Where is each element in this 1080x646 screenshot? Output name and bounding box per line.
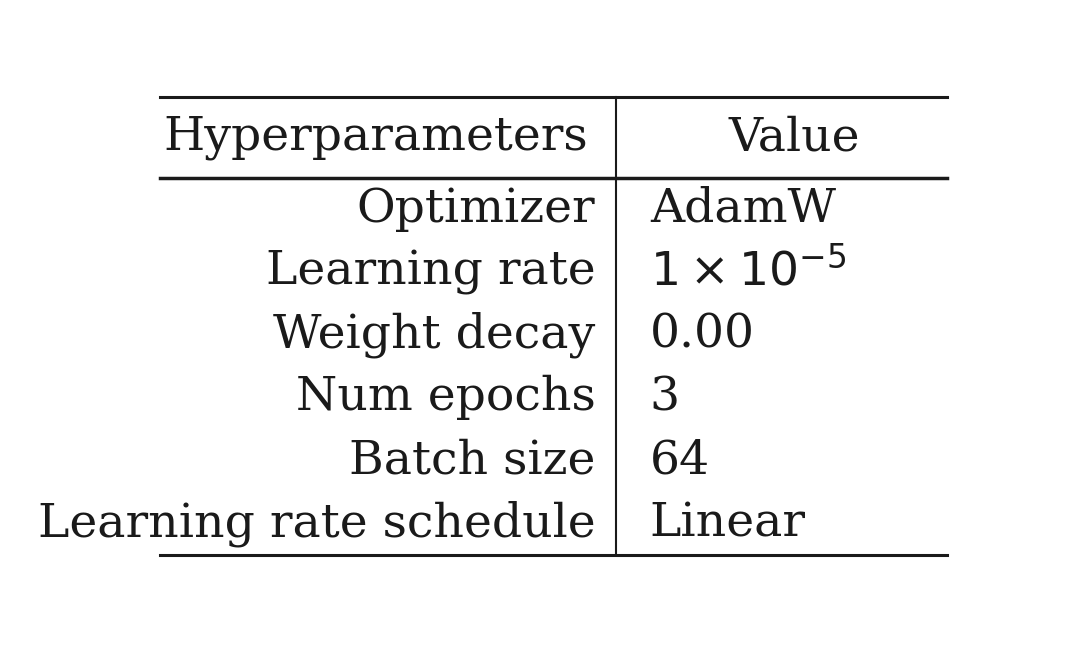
Text: 0.00: 0.00 xyxy=(650,312,755,357)
Text: Learning rate: Learning rate xyxy=(266,249,595,295)
Text: Hyperparameters: Hyperparameters xyxy=(163,115,588,160)
Text: Value: Value xyxy=(728,115,860,160)
Text: Weight decay: Weight decay xyxy=(273,311,595,358)
Text: Linear: Linear xyxy=(650,501,806,547)
Text: Learning rate schedule: Learning rate schedule xyxy=(38,501,595,547)
Text: Optimizer: Optimizer xyxy=(356,186,595,232)
Text: AdamW: AdamW xyxy=(650,186,836,232)
Text: $1 \times 10^{-5}$: $1 \times 10^{-5}$ xyxy=(650,248,846,296)
Text: Num epochs: Num epochs xyxy=(296,375,595,421)
Text: 3: 3 xyxy=(650,375,680,421)
Text: 64: 64 xyxy=(650,438,710,483)
Text: Batch size: Batch size xyxy=(349,438,595,483)
